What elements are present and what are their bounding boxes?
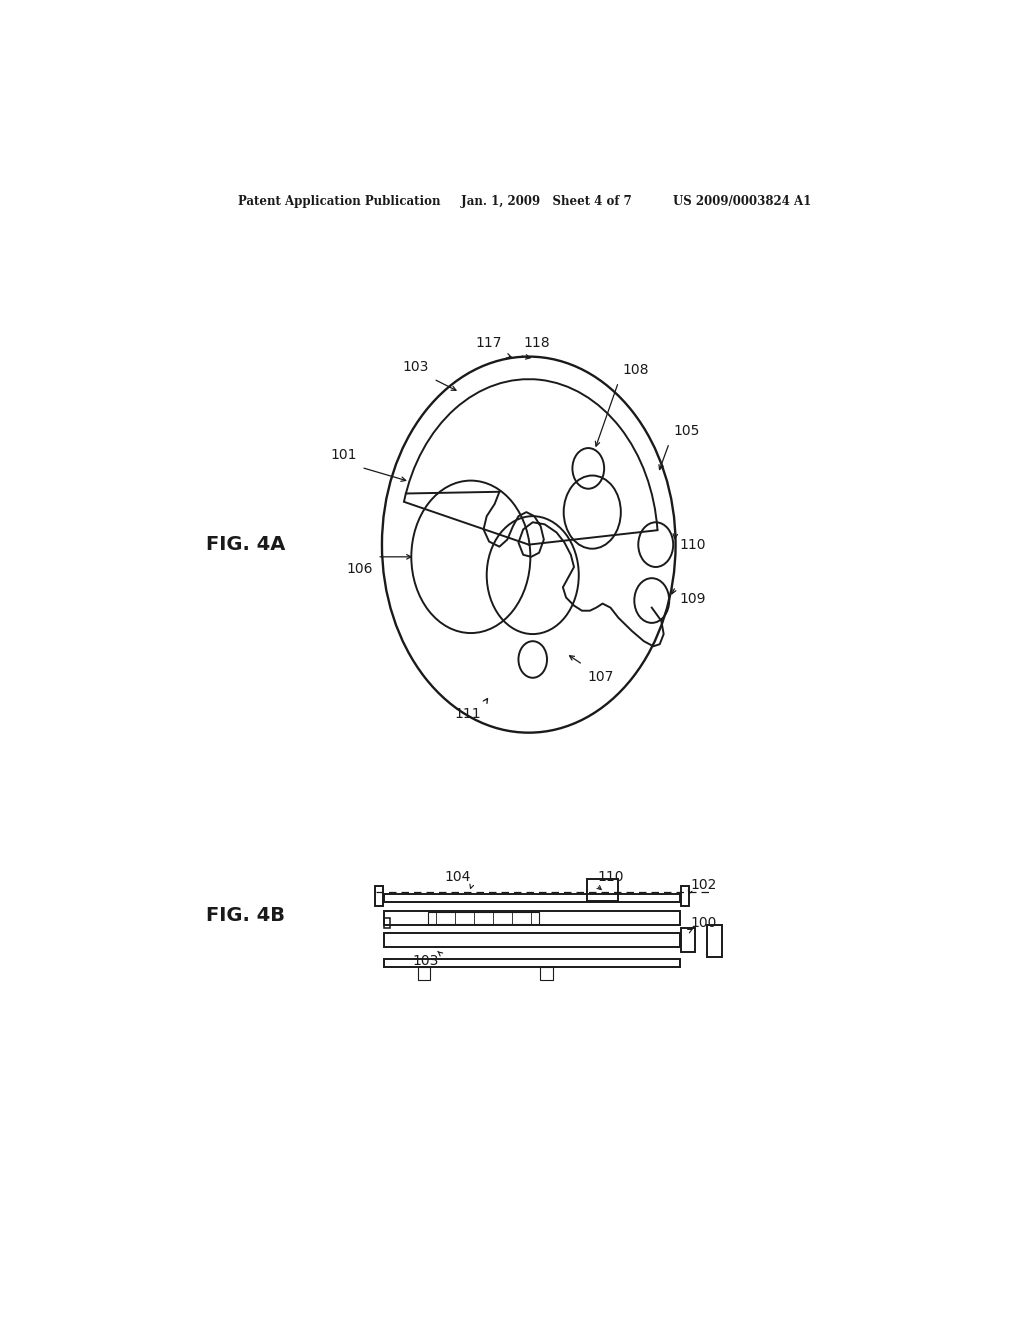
Text: 103: 103 [413, 954, 439, 969]
Bar [375, 886, 383, 907]
Text: 105: 105 [674, 424, 699, 438]
Bar [384, 960, 680, 968]
Text: 107: 107 [587, 669, 613, 684]
Bar [384, 917, 390, 928]
Bar [587, 879, 618, 902]
Text: 101: 101 [331, 449, 357, 462]
Text: 118: 118 [523, 337, 550, 350]
Bar [428, 912, 539, 924]
Bar [384, 933, 680, 948]
Text: Patent Application Publication     Jan. 1, 2009   Sheet 4 of 7          US 2009/: Patent Application Publication Jan. 1, 2… [239, 194, 811, 207]
Bar [541, 968, 553, 979]
Text: 111: 111 [455, 708, 481, 721]
Bar [681, 928, 695, 952]
Text: 104: 104 [444, 870, 471, 884]
Text: FIG. 4A: FIG. 4A [206, 535, 285, 554]
Bar [384, 911, 680, 925]
Bar [708, 925, 722, 957]
Text: FIG. 4B: FIG. 4B [206, 906, 285, 925]
Text: 110: 110 [680, 537, 707, 552]
Bar [681, 886, 689, 907]
Text: 117: 117 [476, 337, 503, 350]
Text: 100: 100 [690, 916, 717, 929]
Bar [384, 894, 680, 903]
Text: 108: 108 [623, 363, 649, 376]
Text: 102: 102 [690, 878, 717, 892]
Text: 109: 109 [680, 591, 707, 606]
Text: 110: 110 [597, 870, 624, 884]
Text: 103: 103 [402, 360, 429, 374]
Text: 106: 106 [346, 562, 373, 576]
Bar [418, 968, 430, 979]
